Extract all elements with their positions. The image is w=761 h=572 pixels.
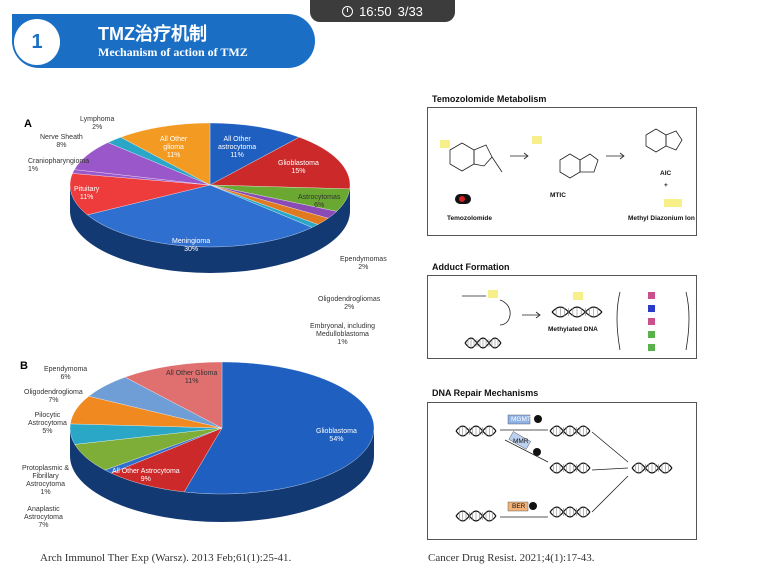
pie-a-label-nerve-sheath: Nerve Sheath 8% [40, 134, 83, 149]
mtic-label: MTIC [550, 192, 566, 199]
pie-b-label-oligodendroglioma: Oligodendroglioma 7% [24, 389, 83, 404]
pie-a-side [70, 185, 350, 273]
pie-b-side [70, 428, 374, 522]
pie-b-label-protoplasmic: Protoplasmic & Fibrillary Astrocytoma 1% [22, 465, 70, 496]
pie-b-label-glioblastoma: Glioblastoma 54% [316, 428, 357, 443]
pie-a-label-meningioma: Meningioma 30% [172, 238, 211, 253]
plus-label: + [664, 182, 668, 189]
methyl-diazonium-label: Methyl Diazonium Ion [628, 215, 695, 222]
pie-b-slice-0 [183, 361, 375, 495]
dna-helix-3 [455, 425, 497, 437]
dna-helix-5 [549, 462, 591, 474]
pie-b-label-all-other-astrocytoma: All Other Astrocytoma 9% [112, 468, 180, 483]
slide-subtitle: Mechanism of action of TMZ [98, 45, 248, 59]
slide-title: TMZ治疗机制 [98, 24, 207, 44]
header-banner [12, 14, 315, 68]
dna-helix-2 [551, 306, 603, 318]
repair-title: DNA Repair Mechanisms [432, 388, 539, 398]
aic-label: AIC [660, 170, 672, 177]
pie-a-label-embryonal: Embryonal, including Medulloblastoma 1% [310, 323, 375, 346]
metabolism-title: Temozolomide Metabolism [432, 94, 547, 104]
methylated-dna-label: Methylated DNA [548, 326, 598, 333]
citation-right: Cancer Drug Resist. 2021;4(1):17-43. [428, 552, 595, 564]
section-number-badge: 1 [14, 19, 60, 65]
pie-a-slice-1 [209, 137, 351, 190]
dna-helix-4 [549, 425, 591, 437]
dna-helix-8 [549, 506, 591, 518]
pie-b-label-ependymoma: Ependymoma 6% [44, 366, 88, 381]
pie-a-label-oligodendrogliomas: Oligodendrogliomas 2% [318, 296, 381, 311]
pie-b-label-pilocytic: Pilocytic Astrocytoma 5% [28, 412, 67, 435]
pie-a-label-astrocytomas: Astrocytomas 6% [298, 194, 341, 209]
pie-a-label-craniopharyngioma: Craniopharyngioma 1% [28, 158, 90, 173]
ber-label: BER [512, 503, 526, 510]
clock-icon [342, 5, 354, 17]
pie-a-slice-0 [209, 122, 300, 186]
pie-a-label-ependymomas: Ependymomas 2% [340, 256, 387, 271]
status-bar: 16:50 3/33 [310, 0, 455, 22]
pie-a-label-pituitary: Pituitary 11% [74, 186, 100, 201]
pie-a-label-glioblastoma: Glioblastoma 15% [278, 160, 319, 175]
pie-b-label-all-other-glioma: All Other Glioma 11% [166, 370, 218, 385]
panel-b-letter: B [20, 360, 28, 372]
pie-a-slice-7 [69, 173, 211, 216]
pie-a-slice-6 [86, 184, 313, 248]
dna-helix-7 [455, 510, 497, 522]
dna-helix-6 [631, 462, 673, 474]
citation-left: Arch Immunol Ther Exp (Warsz). 2013 Feb;… [40, 552, 292, 564]
status-time: 16:50 [359, 3, 392, 19]
pie-b-slice-7 [124, 361, 223, 429]
mmr-label: MMR [513, 438, 529, 445]
pie-a-slice-11 [120, 122, 211, 186]
mgmt-label: MGMT [511, 416, 531, 423]
pie-b-label-anaplastic: Anaplastic Astrocytoma 7% [24, 506, 63, 529]
temozolomide-label: Temozolomide [447, 215, 493, 222]
adduct-title: Adduct Formation [432, 262, 510, 272]
panel-a-letter: A [24, 118, 32, 130]
pie-a-label-all-other-astrocytoma: All Other astrocytoma 11% [218, 136, 257, 159]
page-counter: 3/33 [397, 3, 423, 19]
pie-b-slice-1 [110, 427, 223, 493]
pie-a-label-lymphoma: Lymphoma 2% [80, 116, 115, 131]
dna-helix-1 [464, 337, 502, 349]
pie-a-label-all-other-glioma: All Other glioma 11% [160, 136, 188, 159]
metabolism-box [427, 107, 697, 236]
